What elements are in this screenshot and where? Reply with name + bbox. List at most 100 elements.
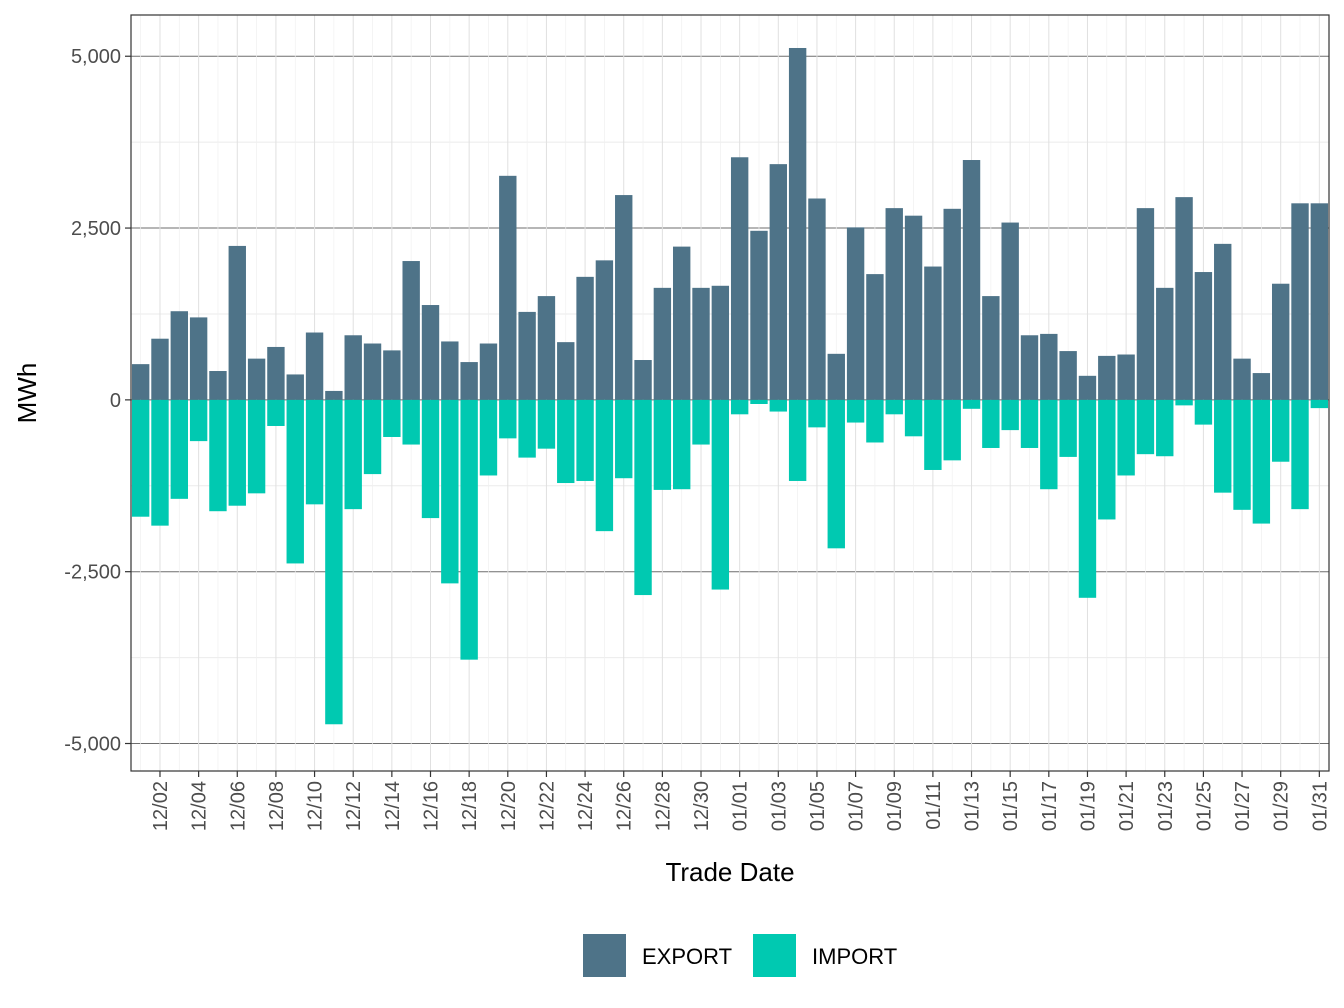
bar-export-01-07 [846, 227, 865, 400]
bar-export-12-30 [692, 287, 710, 400]
x-tick-label: 01/31 [1309, 781, 1331, 831]
bar-import-01-13 [962, 399, 981, 409]
bar-export-12-12 [344, 335, 362, 400]
bar-import-12-06 [228, 399, 246, 506]
bar-import-01-23 [1156, 399, 1174, 457]
legend-label-import: IMPORT [812, 944, 897, 969]
bar-import-01-30 [1291, 399, 1309, 510]
bar-export-01-14 [982, 296, 1000, 400]
bar-import-01-31 [1310, 399, 1329, 409]
x-tick-label: 12/16 [421, 781, 443, 831]
bar-import-01-02 [750, 399, 768, 404]
x-tick-label: 12/14 [382, 781, 404, 831]
bar-import-01-21 [1117, 399, 1135, 476]
bar-export-12-05 [209, 371, 227, 400]
bar-import-01-29 [1271, 399, 1290, 462]
bar-import-01-04 [788, 399, 807, 481]
legend-swatch-export [583, 934, 626, 977]
bar-import-01-22 [1136, 399, 1155, 455]
x-tick-label: 12/30 [691, 781, 713, 831]
bar-import-12-25 [595, 399, 614, 532]
bar-import-01-16 [1020, 399, 1039, 448]
x-tick-label: 01/01 [730, 781, 752, 831]
bar-export-12-01 [131, 364, 150, 400]
bar-import-01-19 [1078, 399, 1097, 598]
bar-import-01-17 [1040, 399, 1058, 490]
x-tick-label: 12/12 [343, 781, 365, 831]
bar-export-12-02 [151, 338, 169, 400]
bar-import-12-24 [576, 399, 594, 481]
bar-export-12-28 [653, 287, 672, 400]
bar-export-01-18 [1059, 351, 1077, 400]
bar-import-12-26 [615, 399, 633, 479]
bar-import-12-09 [286, 399, 304, 564]
plot-panel-border [130, 14, 1330, 772]
bar-import-12-05 [209, 399, 227, 512]
bar-import-01-28 [1252, 399, 1271, 524]
bar-import-12-30 [692, 399, 710, 445]
bar-import-01-09 [885, 399, 903, 415]
x-tick-label: 01/23 [1155, 781, 1177, 831]
bar-import-12-13 [363, 399, 382, 475]
x-tick-label: 12/04 [189, 781, 211, 831]
x-tick-label: 12/28 [652, 781, 674, 831]
bar-import-12-17 [441, 399, 459, 584]
bar-export-01-30 [1291, 203, 1309, 400]
x-tick-label: 12/06 [227, 781, 249, 831]
bar-export-12-07 [247, 358, 266, 400]
bar-import-01-07 [846, 399, 865, 423]
y-tick-label: -2,500 [64, 562, 121, 584]
x-tick-label: 12/10 [305, 781, 327, 831]
bar-export-01-11 [924, 266, 942, 400]
legend-label-export: EXPORT [642, 944, 732, 969]
bar-import-01-27 [1233, 399, 1251, 510]
bar-export-12-16 [421, 305, 440, 400]
bar-export-01-02 [750, 230, 768, 400]
x-tick-label: 12/20 [498, 781, 520, 831]
bar-export-12-15 [402, 261, 420, 400]
y-axis-title: MWh [12, 363, 42, 424]
bar-import-12-27 [634, 399, 652, 596]
x-tick-label: 12/18 [459, 781, 481, 831]
bar-export-12-24 [576, 276, 594, 400]
y-tick-label: 0 [110, 390, 121, 412]
bar-import-01-24 [1175, 399, 1193, 406]
bar-import-12-07 [247, 399, 266, 494]
x-tick-label: 01/03 [768, 781, 790, 831]
bar-export-01-24 [1175, 197, 1193, 400]
bar-export-01-12 [943, 208, 961, 400]
bar-export-12-29 [672, 246, 691, 400]
bar-export-12-19 [479, 343, 498, 400]
x-tick-label: 01/13 [962, 781, 984, 831]
bar-import-12-15 [402, 399, 420, 445]
bar-import-12-28 [653, 399, 672, 490]
bar-export-12-20 [499, 175, 517, 400]
x-tick-label: 12/22 [536, 781, 558, 831]
bar-export-01-15 [1001, 222, 1019, 400]
x-tick-label: 01/29 [1271, 781, 1293, 831]
bar-export-12-18 [460, 362, 478, 400]
bar-import-12-20 [499, 399, 517, 439]
bar-import-01-25 [1194, 399, 1213, 425]
bar-export-12-13 [363, 343, 382, 400]
bar-export-01-22 [1136, 208, 1155, 400]
bar-export-01-01 [730, 157, 749, 400]
bar-import-01-01 [730, 399, 749, 415]
x-tick-label: 01/21 [1116, 781, 1138, 831]
bar-export-01-17 [1040, 333, 1058, 400]
bar-import-12-19 [479, 399, 498, 476]
bar-import-01-12 [943, 399, 961, 461]
bar-export-01-20 [1098, 355, 1116, 400]
x-tick-label: 12/26 [614, 781, 636, 831]
bar-export-01-26 [1214, 243, 1232, 400]
bars [131, 47, 1329, 725]
bar-export-12-03 [170, 311, 189, 400]
bar-import-12-23 [557, 399, 575, 484]
bar-import-12-04 [189, 399, 208, 442]
x-axis-title: Trade Date [665, 857, 794, 887]
bar-import-12-14 [383, 399, 401, 437]
x-tick-label: 01/25 [1193, 781, 1215, 831]
bar-import-12-21 [518, 399, 536, 458]
bar-import-01-14 [982, 399, 1000, 448]
